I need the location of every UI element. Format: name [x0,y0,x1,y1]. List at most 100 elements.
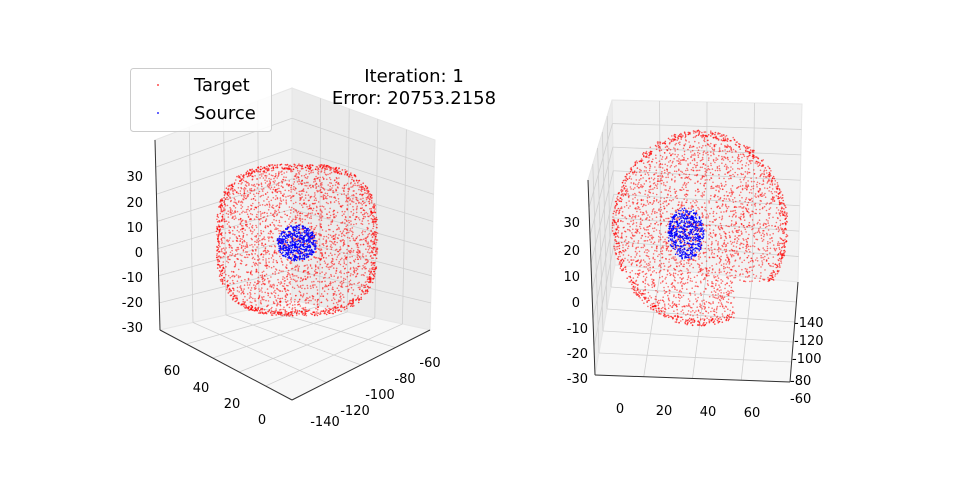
target-point [308,273,311,275]
target-point [251,224,254,227]
target-point [765,219,768,221]
target-point [366,242,369,245]
target-point [678,293,680,296]
target-point [257,170,259,173]
target-point [764,255,766,258]
target-point [720,282,723,284]
target-point [222,213,224,216]
target-point [257,237,260,240]
target-point [761,262,764,264]
target-point [266,198,268,200]
target-point [238,200,240,202]
target-point [366,228,369,230]
target-point [252,202,254,205]
target-point [368,287,370,289]
target-point [745,231,747,233]
target-point [361,220,364,222]
target-point [651,284,653,286]
target-point [710,177,713,179]
target-point [350,223,352,225]
target-point [351,292,354,295]
target-point [314,266,317,268]
target-point [298,171,300,174]
target-point [223,283,226,285]
target-point [376,232,379,234]
target-point [697,169,699,172]
target-point [224,205,227,207]
target-point [346,248,348,251]
target-point [692,235,694,238]
target-point [250,287,253,289]
left-axes-panes [154,87,436,401]
target-point [245,223,247,226]
target-point [368,202,371,205]
target-point [249,192,252,194]
target-point [740,203,742,205]
target-point [242,198,244,200]
target-point [729,280,732,283]
target-point [337,182,340,184]
target-point [357,265,360,268]
target-point [287,269,290,272]
target-point [256,187,259,189]
target-point [362,197,364,200]
target-point [372,248,375,251]
target-point [341,306,344,309]
target-point [252,246,254,248]
target-point [314,213,317,215]
target-point [348,188,351,191]
target-point [707,217,709,219]
target-point [320,210,323,212]
target-point [637,215,640,217]
target-point [355,267,358,269]
target-point [649,238,651,241]
target-point [277,209,280,211]
target-point [311,209,314,212]
target-point [298,303,301,306]
target-point [720,291,722,294]
target-point [670,194,672,197]
target-point [222,252,224,254]
target-point [331,260,333,263]
target-point [681,201,683,203]
target-point [671,162,674,164]
target-point [734,235,736,237]
target-point [306,268,309,270]
target-point [304,310,307,312]
target-point [325,242,327,244]
target-point [318,190,320,192]
target-point [267,185,270,188]
target-point [248,184,250,186]
target-point [698,266,700,268]
target-point [711,168,714,170]
target-point [759,169,762,172]
target-point [328,307,331,310]
target-point [335,188,337,191]
target-point [320,215,323,217]
target-point [360,285,363,287]
target-point [373,242,375,245]
target-point [746,276,749,278]
target-point [236,286,239,289]
target-point [723,241,726,244]
target-point [735,206,738,208]
target-point [224,203,226,205]
target-point [680,189,683,191]
target-point [245,251,247,253]
target-point [663,207,666,210]
target-point [660,233,662,235]
target-point [321,182,323,184]
target-point [241,206,244,208]
target-point [744,267,747,270]
target-point [231,249,233,252]
target-point [637,242,639,244]
target-point [227,255,229,258]
target-point [261,188,263,191]
target-point [732,173,734,176]
target-point [220,233,222,236]
target-point [259,239,261,242]
target-point [357,242,359,245]
target-point [289,216,291,218]
target-point [671,306,673,308]
target-point [285,313,287,316]
